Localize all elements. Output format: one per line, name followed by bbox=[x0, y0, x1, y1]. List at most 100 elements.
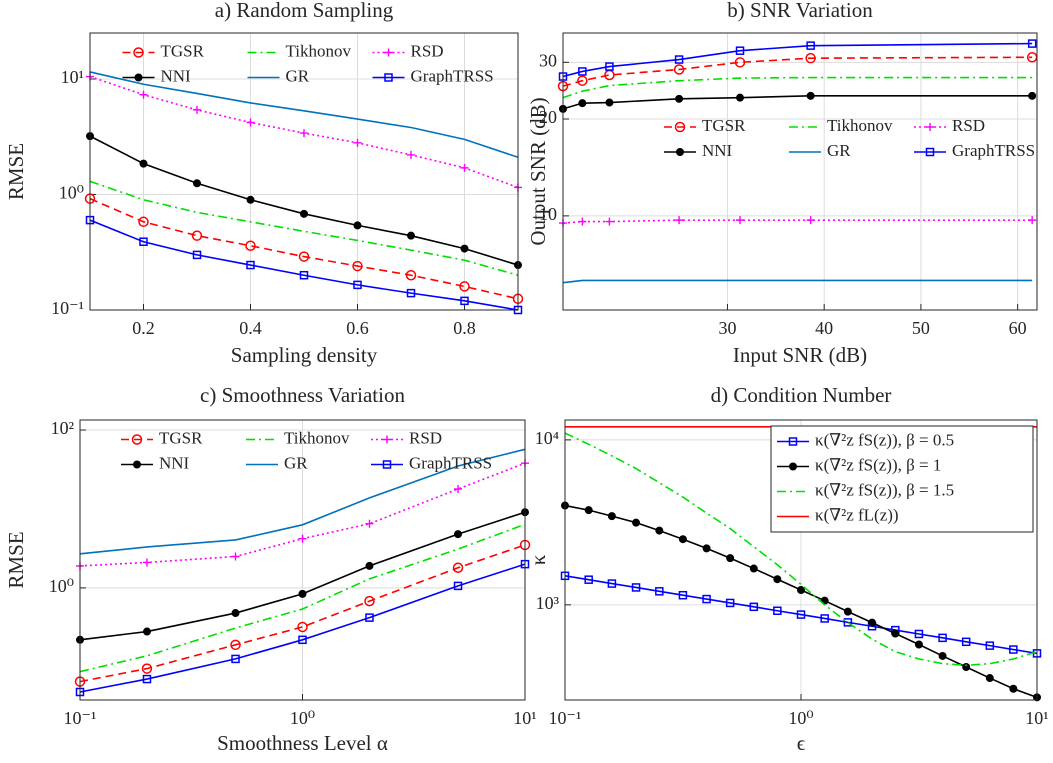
y-tick-label: 10¹ bbox=[61, 67, 84, 87]
chart-title: a) Random Sampling bbox=[215, 0, 394, 22]
marker bbox=[131, 434, 143, 445]
marker bbox=[383, 435, 391, 444]
legend: κ(∇²z fS(z)), β = 0.5 κ(∇²z fS(z)), β = 1… bbox=[770, 425, 1034, 533]
chart-title: b) SNR Variation bbox=[727, 0, 873, 22]
legend-label: Tikhonov bbox=[827, 116, 893, 135]
legend: TGSR Tikhonov RSD NNI GR GraphTRSS bbox=[664, 116, 1035, 160]
series-line bbox=[79, 563, 526, 693]
marker bbox=[384, 48, 393, 57]
marker bbox=[678, 590, 688, 600]
marker bbox=[407, 231, 415, 240]
marker bbox=[142, 558, 151, 567]
legend-label: GraphTRSS bbox=[952, 141, 1035, 160]
marker bbox=[605, 217, 614, 226]
marker bbox=[192, 250, 202, 260]
marker bbox=[578, 99, 587, 108]
marker bbox=[736, 216, 745, 225]
x-tick-label: 0.2 bbox=[132, 318, 155, 338]
x-tick-label: 0.4 bbox=[239, 318, 262, 338]
legend-label: Tikhonov bbox=[286, 41, 352, 60]
marker bbox=[678, 535, 687, 544]
legend-label: GR bbox=[286, 66, 310, 85]
y-tick-label: 20 bbox=[539, 107, 557, 127]
marker bbox=[300, 209, 308, 218]
marker bbox=[985, 674, 994, 683]
legend-label: TGSR bbox=[161, 41, 205, 60]
marker bbox=[454, 530, 463, 539]
y-tick-label: 10⁴ bbox=[535, 428, 559, 448]
marker bbox=[193, 179, 201, 188]
marker bbox=[805, 52, 816, 64]
marker bbox=[985, 641, 995, 650]
marker bbox=[193, 105, 201, 114]
marker bbox=[300, 129, 308, 138]
marker bbox=[632, 518, 641, 527]
marker bbox=[298, 589, 307, 598]
marker bbox=[139, 90, 148, 99]
marker bbox=[806, 216, 815, 225]
x-tick-label: 0.8 bbox=[453, 318, 476, 338]
marker bbox=[843, 607, 852, 616]
x-tick-label: 0.6 bbox=[346, 318, 369, 338]
marker bbox=[298, 251, 310, 262]
marker bbox=[675, 216, 684, 225]
legend-label: GraphTRSS bbox=[409, 453, 492, 472]
marker bbox=[605, 62, 614, 71]
series-line bbox=[89, 197, 519, 300]
x-tick-label: 10¹ bbox=[1025, 708, 1048, 728]
marker bbox=[297, 621, 308, 633]
marker bbox=[353, 138, 362, 147]
legend-label: κ(∇²z fS(z)), β = 0.5 bbox=[815, 430, 954, 449]
marker bbox=[607, 579, 617, 588]
marker bbox=[139, 159, 148, 168]
legend-label: κ(∇²z fS(z)), β = 1 bbox=[815, 455, 941, 474]
legend-label: Tikhonov bbox=[284, 428, 350, 447]
marker bbox=[843, 618, 853, 627]
plot-frame bbox=[562, 32, 1038, 311]
marker bbox=[230, 639, 241, 651]
y-tick-label: 10³ bbox=[536, 593, 560, 613]
marker bbox=[736, 93, 745, 102]
marker bbox=[452, 562, 464, 573]
marker bbox=[914, 640, 923, 649]
legend-label: NNI bbox=[161, 66, 192, 85]
marker bbox=[1028, 91, 1037, 100]
y-tick-label: 10⁻¹ bbox=[51, 298, 84, 318]
legend-label: κ(∇²z fS(z)), β = 1.5 bbox=[815, 480, 954, 499]
marker bbox=[938, 651, 947, 660]
marker bbox=[725, 598, 735, 608]
marker bbox=[142, 627, 151, 636]
marker bbox=[674, 55, 684, 64]
marker bbox=[364, 595, 375, 607]
marker bbox=[655, 526, 664, 535]
x-axis-label: Smoothness Level α bbox=[217, 731, 388, 755]
legend-label: κ(∇²z fL(z)) bbox=[815, 505, 899, 524]
marker bbox=[734, 57, 746, 68]
legend-label: GraphTRSS bbox=[411, 66, 494, 85]
series-line bbox=[79, 523, 526, 673]
marker bbox=[139, 237, 148, 246]
marker bbox=[460, 244, 469, 253]
marker bbox=[133, 47, 144, 58]
marker bbox=[407, 150, 415, 159]
marker bbox=[674, 121, 686, 133]
chart-title: d) Condition Number bbox=[711, 383, 892, 407]
x-tick-label: 30 bbox=[718, 318, 736, 338]
y-axis-label: Output SNR (dB) bbox=[526, 97, 550, 245]
series-line bbox=[562, 219, 1033, 224]
marker bbox=[914, 629, 924, 639]
marker bbox=[245, 240, 256, 251]
legend-label: GR bbox=[827, 141, 851, 160]
marker bbox=[607, 512, 616, 521]
marker bbox=[926, 123, 934, 131]
legend-label: RSD bbox=[409, 428, 442, 447]
marker bbox=[1027, 39, 1037, 48]
marker bbox=[726, 554, 735, 563]
marker bbox=[789, 462, 797, 471]
legend-label: NNI bbox=[159, 453, 190, 472]
y-axis-label: RMSE bbox=[4, 143, 28, 200]
marker bbox=[406, 288, 416, 298]
marker bbox=[191, 230, 203, 241]
marker bbox=[453, 581, 463, 591]
